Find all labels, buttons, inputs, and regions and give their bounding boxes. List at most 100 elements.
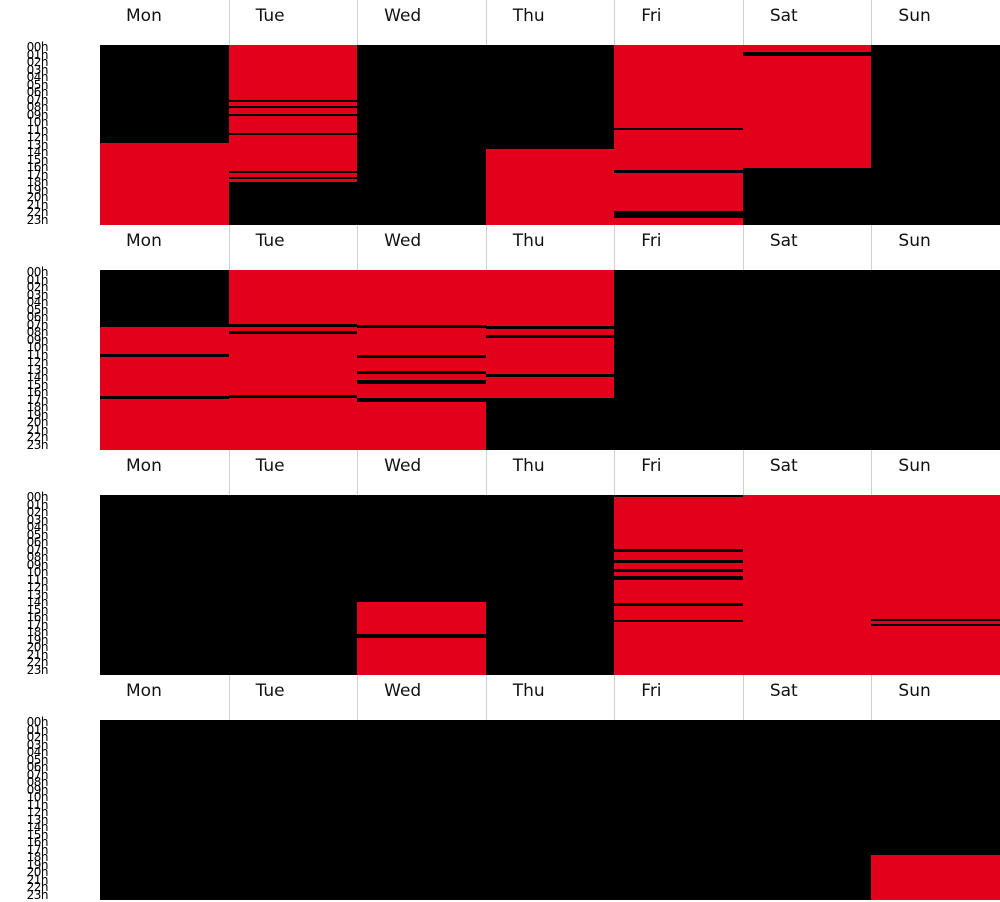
hour-label: 16h — [26, 160, 49, 174]
day-label: Sat — [742, 675, 872, 720]
day-label: Mon — [126, 456, 162, 476]
hour-label: 01h — [26, 272, 49, 287]
day-column — [871, 720, 1000, 900]
hour-label: 05h — [26, 77, 49, 92]
hour-label: 21h — [26, 197, 49, 212]
activity-segment — [614, 621, 743, 675]
activity-segment — [357, 373, 486, 380]
day-column — [486, 495, 615, 675]
day-header-row: Mon Tue Wed Thu Fri Sat Sun — [100, 450, 1000, 495]
activity-segment — [100, 399, 229, 450]
activity-segment — [614, 497, 743, 549]
day-column — [614, 270, 743, 450]
day-column — [614, 45, 743, 225]
day-column — [871, 270, 1000, 450]
day-label: Wed — [357, 675, 486, 720]
activity-segment — [742, 495, 872, 675]
day-label: Tue — [228, 675, 358, 720]
hour-label: 02h — [26, 505, 49, 519]
activity-segment — [485, 270, 615, 326]
hour-label: 18h — [26, 850, 49, 864]
hour-label: 20h — [26, 415, 49, 429]
hour-label: 23h — [26, 212, 49, 227]
activity-grid — [100, 720, 1000, 900]
hour-label: 22h — [26, 880, 49, 894]
hour-label: 20h — [26, 640, 49, 654]
hour-label: 18h — [26, 175, 49, 189]
hour-axis: 00h 01h 02h 03h 04h 05h 06h 07h 08h 09h 10h 11h 12h 1… — [0, 716, 100, 901]
activity-segment — [485, 338, 615, 375]
hour-label: 02h — [26, 730, 49, 744]
hour-label: 01h — [26, 497, 49, 512]
hour-label: 00h — [26, 715, 49, 729]
hour-label: 20h — [26, 190, 49, 204]
day-label: Fri — [614, 675, 743, 720]
day-column — [742, 495, 872, 675]
activity-grid — [100, 495, 1000, 675]
day-label: Sat — [742, 225, 872, 270]
day-column — [485, 45, 615, 225]
day-column — [742, 45, 872, 225]
hour-label: 07h — [26, 542, 49, 557]
day-label: Tue — [228, 0, 358, 45]
activity-segment — [614, 129, 743, 171]
hour-label: 05h — [26, 752, 49, 767]
activity-segment — [228, 135, 358, 171]
day-column — [486, 720, 615, 900]
week-block: Mon Tue Wed Thu Fri Sat Sun 00h 01h 02h 03h 04h 05h 0… — [0, 675, 1000, 901]
day-column — [100, 495, 229, 675]
day-column — [743, 270, 872, 450]
hour-label: 13h — [26, 812, 49, 827]
hour-label: 21h — [26, 422, 49, 437]
hour-label: 15h — [26, 602, 49, 617]
activity-segment — [228, 270, 358, 324]
activity-grid — [100, 270, 1000, 450]
activity-segment — [228, 178, 358, 183]
hour-label: 03h — [26, 287, 49, 302]
hour-label: 09h — [26, 107, 49, 122]
day-column — [614, 720, 743, 900]
day-label: Sun — [871, 450, 1000, 495]
hour-label: 01h — [26, 47, 49, 62]
hour-label: 08h — [26, 550, 49, 564]
day-label: Sat — [742, 450, 872, 495]
activity-segment — [357, 601, 486, 634]
day-label: Thu — [485, 675, 615, 720]
hour-label: 15h — [26, 377, 49, 392]
hour-label: 17h — [26, 167, 49, 182]
hour-label: 12h — [26, 580, 49, 594]
hour-label: 16h — [26, 610, 49, 624]
hour-axis: 00h 01h 02h 03h 04h 05h 06h 07h 08h 09h 10h 11h 12h 1… — [0, 41, 100, 227]
day-header-row: Mon Tue Wed Thu Fri Sat Sun — [100, 225, 1000, 270]
hour-label: 15h — [26, 152, 49, 167]
hour-label: 04h — [26, 520, 49, 534]
activity-segment — [871, 495, 1000, 619]
activity-segment — [228, 116, 358, 133]
hour-label: 03h — [26, 62, 49, 77]
hour-label: 18h — [26, 400, 49, 414]
hour-label: 21h — [26, 647, 49, 662]
hour-label: 13h — [26, 587, 49, 602]
day-label: Thu — [485, 0, 615, 45]
hour-label: 22h — [26, 655, 49, 669]
activity-segment — [357, 384, 486, 399]
hour-label: 15h — [26, 827, 49, 842]
hour-label: 13h — [26, 362, 49, 377]
day-label: Mon — [126, 231, 162, 251]
day-column — [357, 720, 486, 900]
day-label: Sun — [871, 225, 1000, 270]
hour-label: 11h — [26, 347, 49, 362]
hour-label: 13h — [26, 137, 49, 152]
day-column — [229, 720, 358, 900]
day-column — [357, 45, 486, 225]
hour-label: 22h — [26, 430, 49, 444]
hour-label: 08h — [26, 325, 49, 339]
activity-segment — [485, 377, 615, 398]
day-column — [485, 270, 615, 450]
hour-label: 17h — [26, 392, 49, 407]
hour-label: 09h — [26, 557, 49, 572]
hour-label: 03h — [26, 737, 49, 752]
hour-label: 09h — [26, 782, 49, 797]
day-label: Wed — [357, 225, 486, 270]
activity-segment — [871, 855, 1000, 900]
